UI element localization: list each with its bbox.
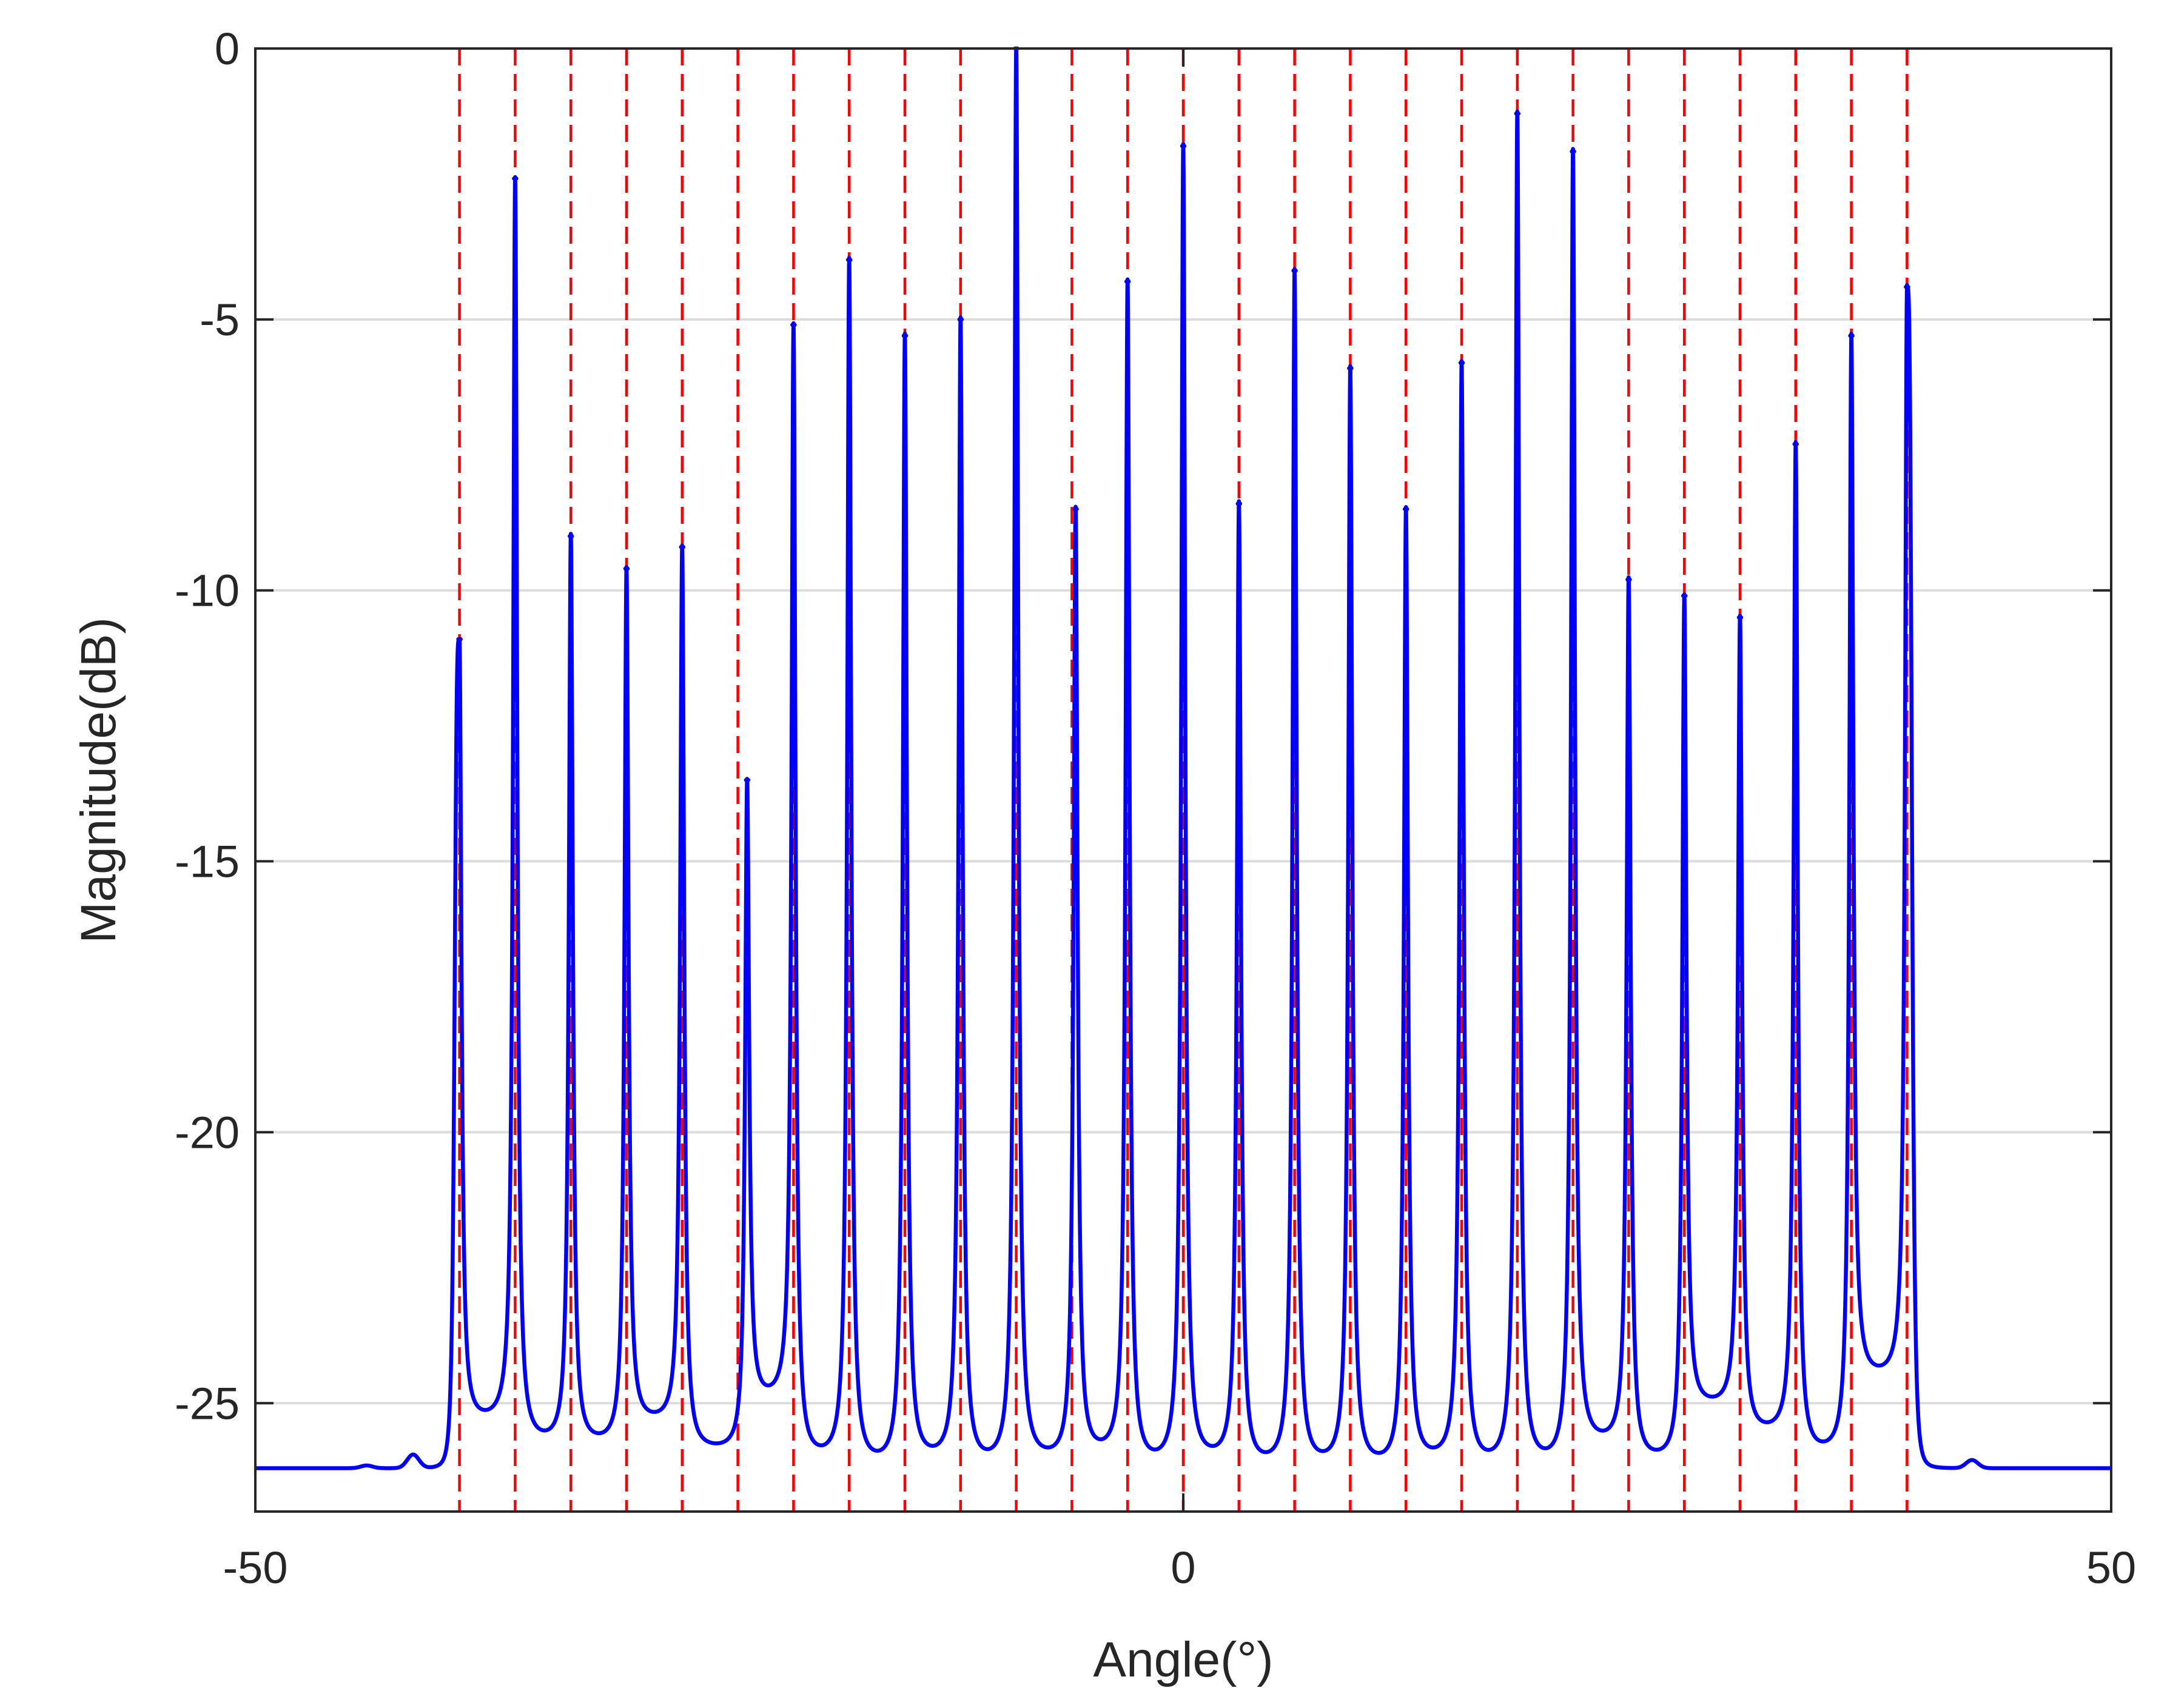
y-tick-label: -5	[200, 295, 240, 345]
y-tick-label: -20	[175, 1107, 240, 1157]
y-tick-label: -10	[175, 566, 240, 616]
ticks	[254, 47, 2112, 1512]
x-tick-label: 50	[2086, 1542, 2136, 1593]
y-axis-label: Magnitude(dB)	[71, 617, 126, 943]
y-tick-label: -15	[175, 837, 240, 887]
series-line	[254, 46, 2113, 1470]
x-axis-label: Angle(°)	[1093, 1632, 1273, 1687]
x-tick-label: 0	[1171, 1542, 1195, 1593]
y-tick-label: -25	[175, 1378, 240, 1428]
series-group	[254, 46, 2113, 1470]
y-tick-label: 0	[215, 24, 240, 74]
tick-labels: 0 -5 -10 -15 -20 -25 -50 0 50	[175, 24, 2136, 1593]
x-tick-label: -50	[223, 1542, 288, 1593]
